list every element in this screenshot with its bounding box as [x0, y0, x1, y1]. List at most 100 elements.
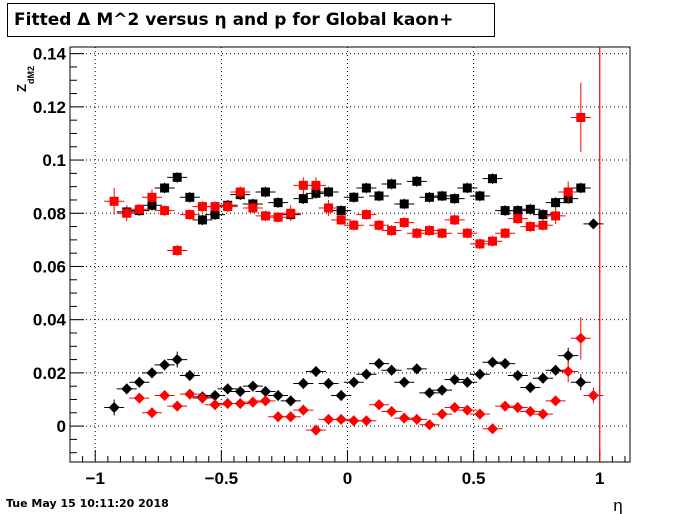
data-point-square: [525, 222, 535, 232]
data-point-diamond: [373, 358, 385, 370]
data-point-diamond: [360, 368, 372, 380]
data-point-square: [286, 208, 296, 218]
data-point-diamond: [537, 408, 549, 420]
data-point-square: [298, 194, 308, 204]
data-point-square: [324, 203, 334, 213]
data-point-diamond: [550, 395, 562, 407]
data-point-diamond: [360, 415, 372, 427]
data-point-square: [500, 206, 510, 216]
data-point-square: [324, 187, 334, 197]
data-point-diamond: [423, 387, 435, 399]
data-point-diamond: [436, 384, 448, 396]
data-point-diamond: [184, 370, 196, 382]
data-point-diamond: [562, 366, 574, 378]
data-point-square: [387, 226, 397, 236]
data-point-diamond: [386, 405, 398, 417]
data-point-diamond: [474, 408, 486, 420]
data-point-diamond: [121, 383, 133, 395]
data-point-diamond: [209, 399, 221, 411]
data-point-diamond: [398, 376, 410, 388]
data-point-diamond: [512, 401, 524, 413]
data-point-diamond: [348, 376, 360, 388]
data-point-diamond: [171, 354, 183, 366]
data-point-square: [361, 183, 371, 193]
data-point-diamond: [449, 401, 461, 413]
x-axis-label: η: [613, 496, 622, 514]
data-point-square: [412, 176, 422, 186]
data-point-square: [475, 239, 485, 249]
data-point-diamond: [297, 404, 309, 416]
data-point-diamond: [171, 400, 183, 412]
data-point-diamond: [247, 380, 259, 392]
data-point-square: [210, 210, 220, 220]
data-point-square: [450, 215, 460, 225]
data-point-diamond: [575, 376, 587, 388]
data-point-diamond: [146, 367, 158, 379]
data-point-square: [462, 183, 472, 193]
data-point-diamond: [411, 363, 423, 375]
data-point-square: [500, 228, 510, 238]
data-point-diamond: [386, 364, 398, 376]
data-point-square: [109, 196, 119, 206]
chart-title: Fitted Δ M^2 versus η and p for Global k…: [7, 3, 495, 37]
data-point-square: [387, 179, 397, 189]
data-point-square: [273, 198, 283, 208]
data-point-square: [437, 191, 447, 201]
data-point-diamond: [222, 397, 234, 409]
timestamp: Tue May 15 10:11:20 2018: [6, 497, 169, 510]
data-point-square: [298, 180, 308, 190]
x-tick-label: −1: [86, 469, 105, 488]
data-point-diamond: [222, 383, 234, 395]
data-point-square: [160, 183, 170, 193]
data-point-square: [336, 206, 346, 216]
data-point-diamond: [335, 413, 347, 425]
data-point-diamond: [487, 356, 499, 368]
data-point-square: [424, 226, 434, 236]
data-point-square: [563, 187, 573, 197]
data-point-square: [260, 187, 270, 197]
data-point-square: [134, 204, 144, 214]
data-point-square: [248, 203, 258, 213]
data-point-square: [273, 212, 283, 222]
data-point-square: [424, 192, 434, 202]
data-point-diamond: [196, 392, 208, 404]
data-point-diamond: [373, 399, 385, 411]
data-point-diamond: [159, 389, 171, 401]
data-point-diamond: [159, 359, 171, 371]
data-point-diamond: [512, 370, 524, 382]
data-point-square: [488, 174, 498, 184]
data-point-diamond: [285, 395, 297, 407]
data-point-square: [399, 199, 409, 209]
data-point-diamond: [474, 368, 486, 380]
data-point-square: [488, 236, 498, 246]
data-point-square: [311, 180, 321, 190]
data-point-diamond: [524, 382, 536, 394]
data-point-diamond: [323, 413, 335, 425]
data-point-diamond: [562, 350, 574, 362]
data-point-square: [450, 194, 460, 204]
data-point-diamond: [323, 378, 335, 390]
data-point-square: [197, 215, 207, 225]
data-point-square: [576, 112, 586, 122]
data-point-diamond: [423, 419, 435, 431]
data-point-square: [349, 220, 359, 230]
data-point-square: [160, 206, 170, 216]
y-tick-label: 0.02: [33, 364, 66, 383]
data-point-square: [122, 208, 132, 218]
y-tick-label: 0.12: [33, 98, 66, 117]
data-point-square: [513, 214, 523, 224]
data-point-diamond: [587, 218, 599, 230]
data-point-diamond: [272, 411, 284, 423]
data-point-diamond: [133, 376, 145, 388]
data-point-diamond: [487, 423, 499, 435]
data-point-square: [551, 198, 561, 208]
data-point-square: [223, 202, 233, 212]
data-point-diamond: [184, 388, 196, 400]
data-point-diamond: [499, 400, 511, 412]
data-point-diamond: [587, 389, 599, 401]
data-point-diamond: [499, 358, 511, 370]
data-point-square: [475, 191, 485, 201]
data-point-square: [235, 187, 245, 197]
data-point-square: [374, 191, 384, 201]
y-tick-label: 0.14: [33, 45, 67, 64]
